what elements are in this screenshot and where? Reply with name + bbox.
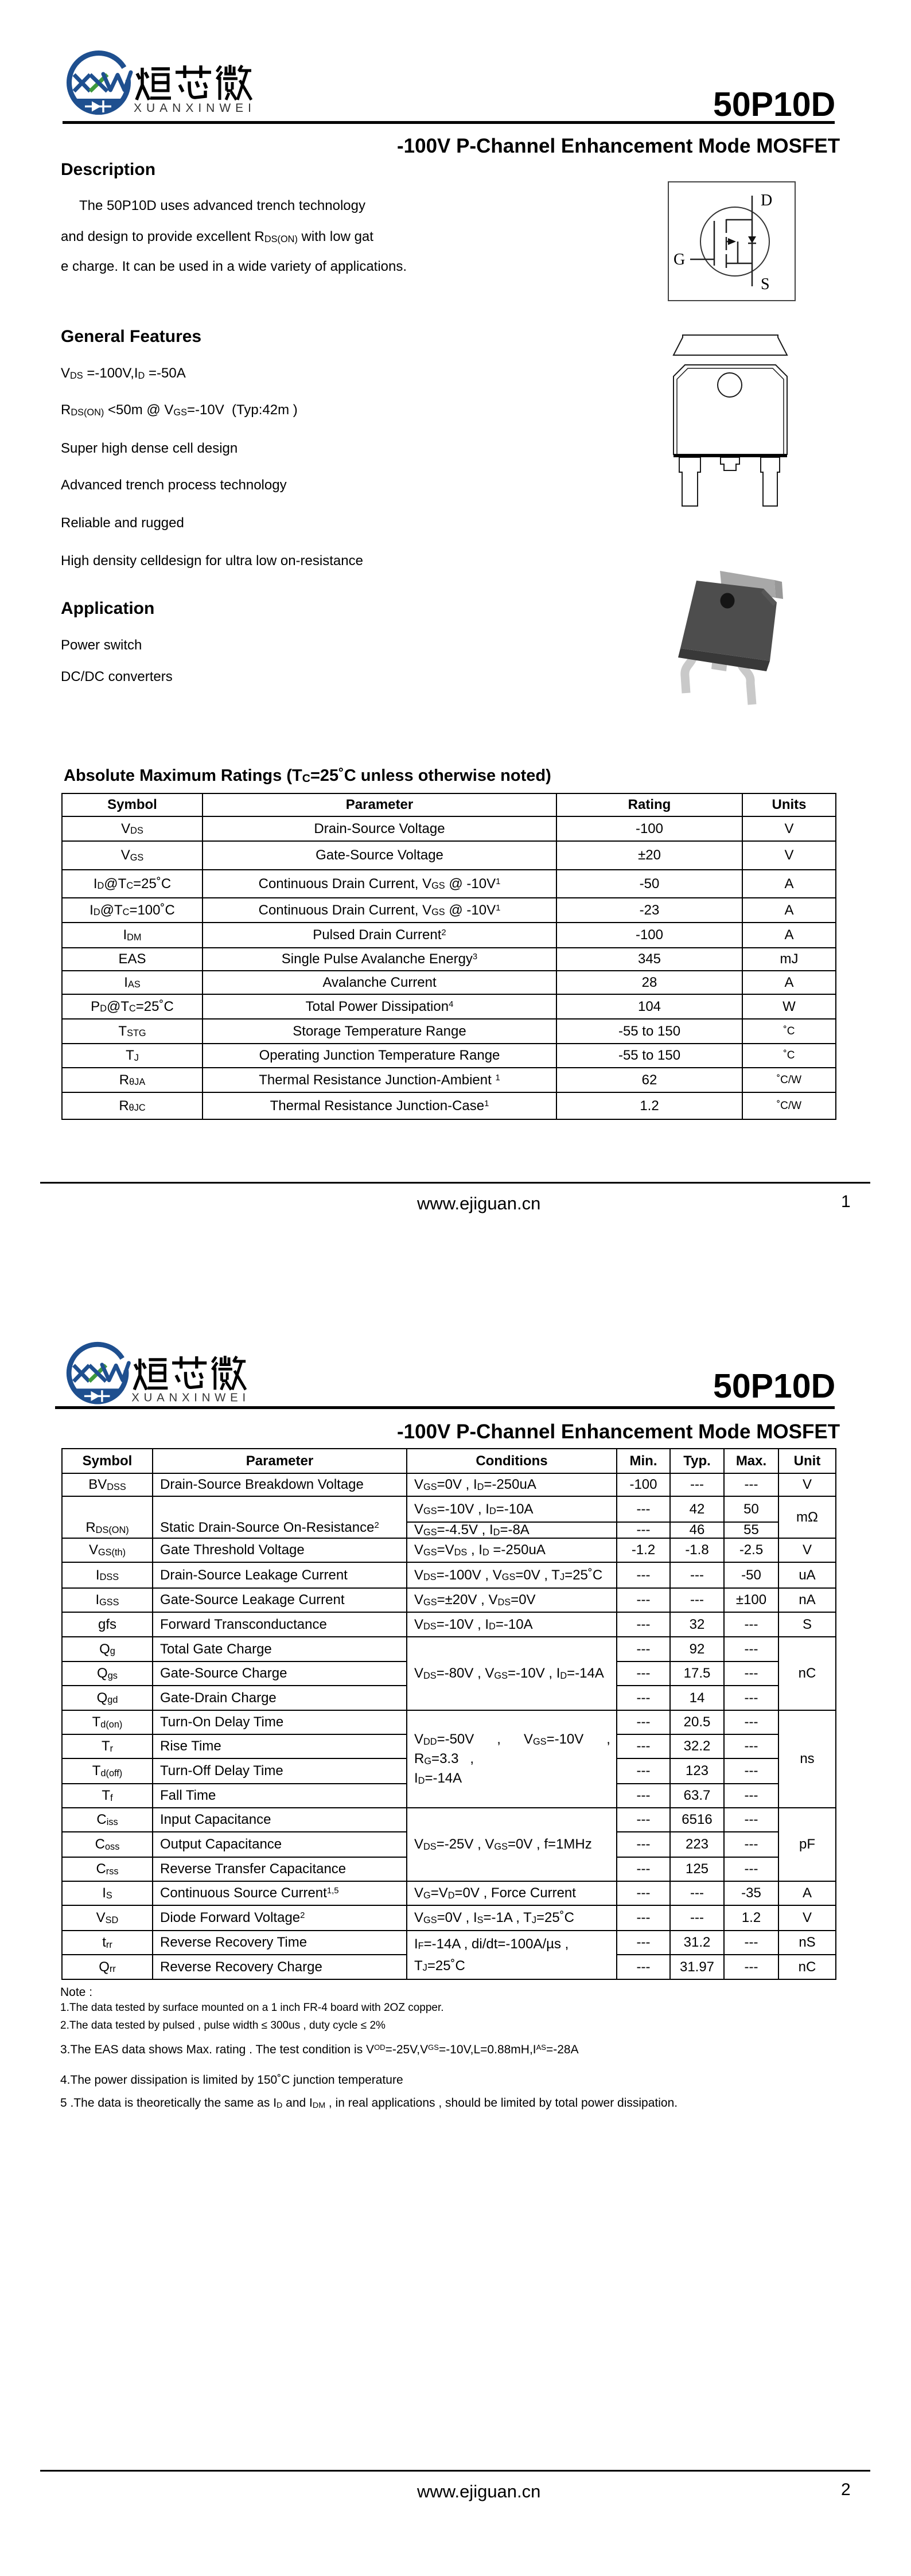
svg-text:D: D (761, 192, 772, 209)
svg-text:G: G (673, 251, 685, 269)
svg-text:S: S (761, 275, 770, 293)
